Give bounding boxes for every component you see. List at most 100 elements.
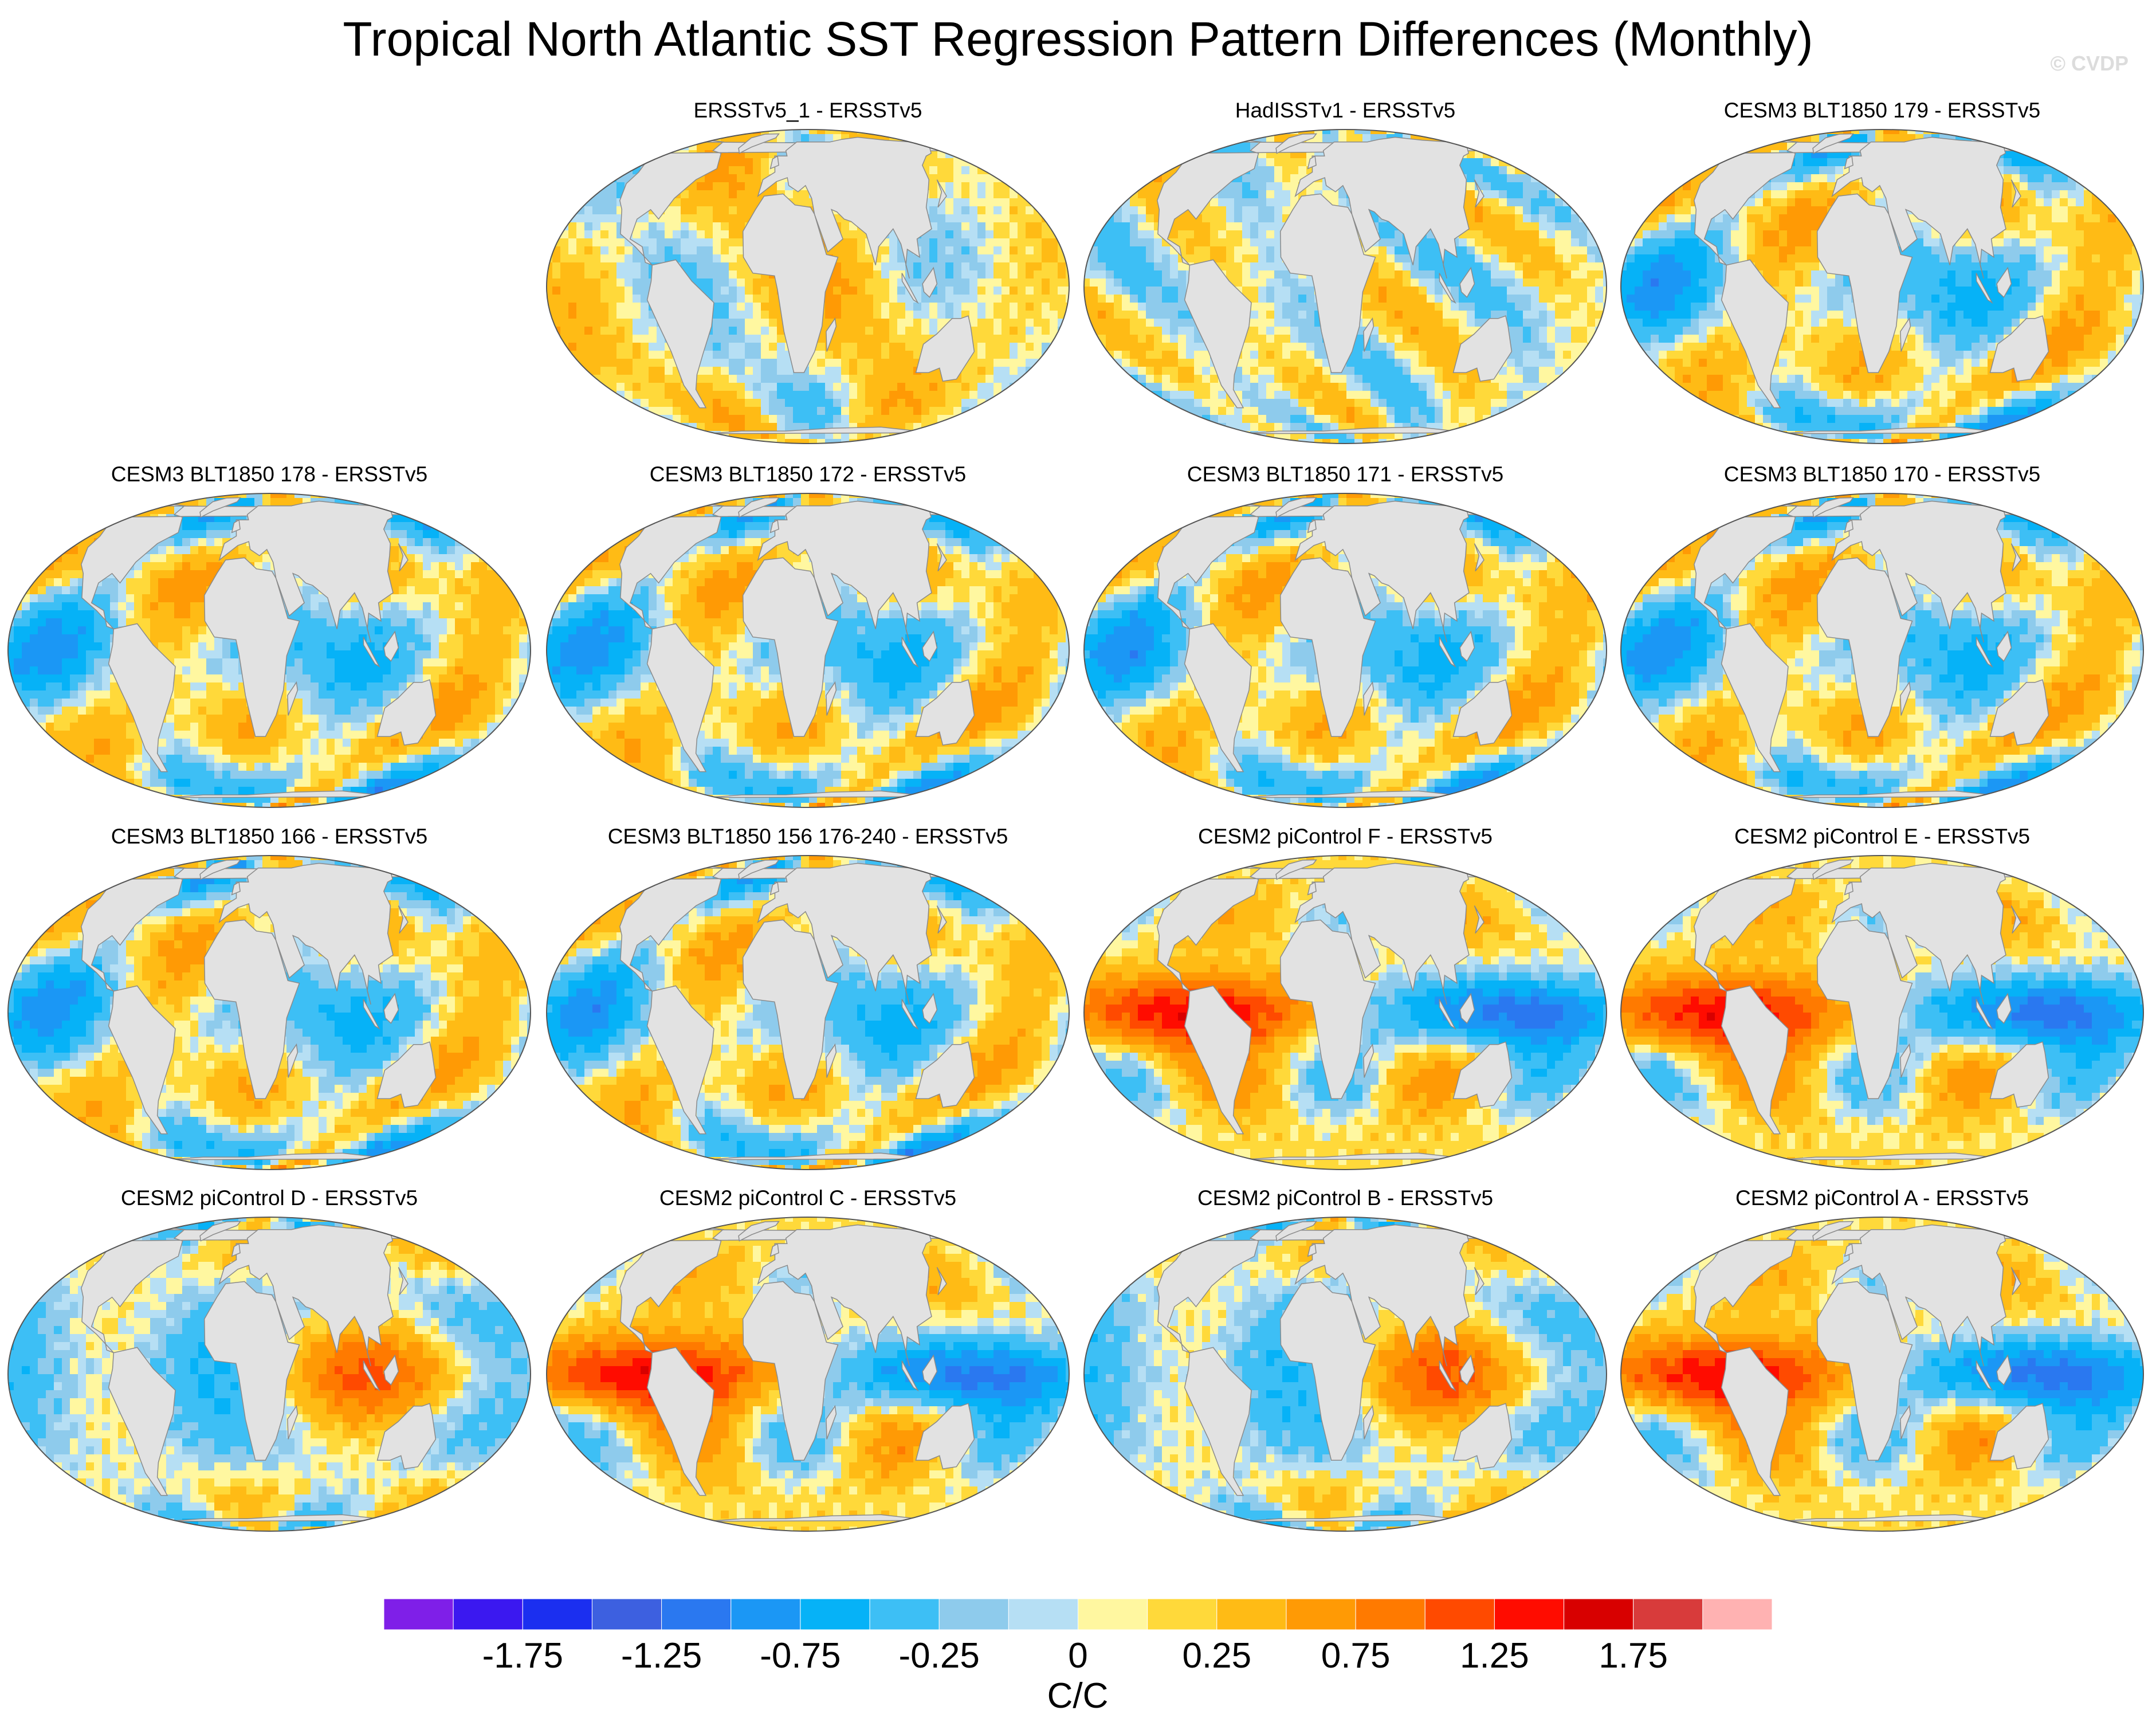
colorbar-swatch: [731, 1598, 801, 1630]
land-mass: [1721, 985, 1789, 1135]
land-mass: [1996, 630, 2012, 662]
land-mass: [1831, 862, 2006, 1005]
land-mass: [922, 1354, 938, 1386]
sst-field: [547, 856, 1069, 1170]
land-mass: [922, 993, 938, 1024]
land-mass: [1989, 315, 2049, 382]
land-mass: [1157, 865, 1491, 992]
colorbar-swatch: [522, 1598, 592, 1630]
land-mass: [826, 317, 837, 352]
colorbar-swatch: [1355, 1598, 1425, 1630]
land-mass: [1721, 1347, 1789, 1496]
world-map: [7, 493, 531, 808]
land-mass: [203, 557, 300, 737]
land-mass: [287, 1405, 299, 1439]
land-mass: [1996, 1354, 2012, 1386]
map-panel: CESM3 BLT1850 170 - ERSSTv5: [1613, 461, 2151, 828]
land-mass: [383, 993, 399, 1024]
land-mass: [1900, 317, 1911, 352]
map-outline: [1620, 129, 2144, 444]
land-mass: [1439, 1360, 1456, 1392]
land-mass: [1831, 500, 2006, 643]
map-panel: CESM2 piControl A - ERSSTv5: [1613, 1185, 2151, 1552]
land-mass: [1816, 557, 1913, 737]
land-mass: [915, 1403, 975, 1470]
land-mass: [757, 136, 932, 279]
sst-field: [547, 130, 1069, 444]
colorbar-tick-label: 0: [1021, 1636, 1136, 1676]
map-outline: [1083, 1217, 1607, 1532]
land-mass: [287, 681, 299, 716]
land-mass: [826, 1043, 837, 1078]
land-mass: [1694, 865, 2028, 992]
land-mass: [1474, 543, 1485, 572]
land-mass: [218, 500, 394, 643]
colorbar: [384, 1598, 1772, 1630]
colorbar-swatch: [1286, 1598, 1356, 1630]
land-mass: [915, 1041, 975, 1108]
land-mass: [81, 503, 415, 630]
land-mass: [1996, 266, 2012, 298]
land-mass: [1812, 133, 1854, 154]
colorbar-swatch: [1008, 1598, 1078, 1630]
land-mass: [1279, 1281, 1376, 1461]
land-mass: [2010, 905, 2021, 934]
land-mass: [1157, 139, 1491, 266]
colorbar-tick-label: -1.25: [604, 1636, 719, 1676]
land-mass: [1721, 623, 1789, 772]
sst-field: [1621, 493, 2143, 807]
map-panel: CESM3 BLT1850 171 - ERSSTv5: [1076, 461, 1615, 828]
world-map: [7, 855, 531, 1170]
land-mass: [742, 557, 839, 737]
colorbar-swatch: [1424, 1598, 1495, 1630]
land-mass: [1294, 500, 1470, 643]
land-mass: [1157, 1227, 1491, 1354]
land-mass: [646, 623, 714, 772]
panel-title: CESM3 BLT1850 170 - ERSSTv5: [1613, 461, 2151, 488]
map-outline: [1083, 855, 1607, 1170]
colorbar-swatch: [938, 1598, 1009, 1630]
land-mass: [922, 630, 938, 662]
land-mass: [1812, 1221, 1854, 1242]
land-mass: [769, 519, 779, 534]
land-mass: [1989, 1041, 2049, 1108]
land-mass: [1459, 993, 1475, 1024]
land-mass: [203, 1281, 300, 1461]
world-map: [1083, 1217, 1607, 1532]
world-map: [1083, 129, 1607, 444]
panel-title: CESM3 BLT1850 166 - ERSSTv5: [0, 823, 539, 850]
land-mass: [1694, 1227, 2028, 1354]
map-panel: ERSSTv5_1 - ERSSTv5: [539, 97, 1077, 464]
sst-field: [547, 1217, 1069, 1531]
land-mass: [2010, 1267, 2021, 1296]
figure-title: Tropical North Atlantic SST Regression P…: [0, 10, 2156, 68]
land-mass: [1996, 993, 2012, 1024]
land-mass: [922, 266, 938, 298]
panel-title: CESM2 piControl F - ERSSTv5: [1076, 823, 1615, 850]
colorbar-units: C/C: [1020, 1676, 1135, 1716]
land-mass: [1279, 193, 1376, 373]
land-mass: [81, 865, 415, 992]
map-panel: CESM2 piControl C - ERSSTv5: [539, 1185, 1077, 1552]
colorbar-tick-label: -0.75: [743, 1636, 858, 1676]
land-mass: [108, 985, 176, 1135]
map-panel: CESM3 BLT1850 178 - ERSSTv5: [0, 461, 539, 828]
land-mass: [1694, 503, 2028, 630]
map-panel: CESM3 BLT1850 179 - ERSSTv5: [1613, 97, 2151, 464]
map-outline: [546, 493, 1070, 808]
land-mass: [901, 273, 919, 304]
land-mass: [915, 315, 975, 382]
land-mass: [1452, 1403, 1513, 1470]
sst-field: [8, 493, 531, 807]
map-panel: CESM3 BLT1850 172 - ERSSTv5: [539, 461, 1077, 828]
land-mass: [1363, 1405, 1375, 1439]
map-outline: [546, 1217, 1070, 1532]
land-mass: [363, 637, 380, 668]
colorbar-tick-label: 0.75: [1298, 1636, 1413, 1676]
land-mass: [1184, 1347, 1252, 1496]
land-mass: [231, 1243, 241, 1257]
land-mass: [1294, 862, 1470, 1005]
land-mass: [199, 1221, 241, 1242]
land-mass: [363, 1360, 380, 1392]
land-mass: [1831, 1224, 2006, 1367]
